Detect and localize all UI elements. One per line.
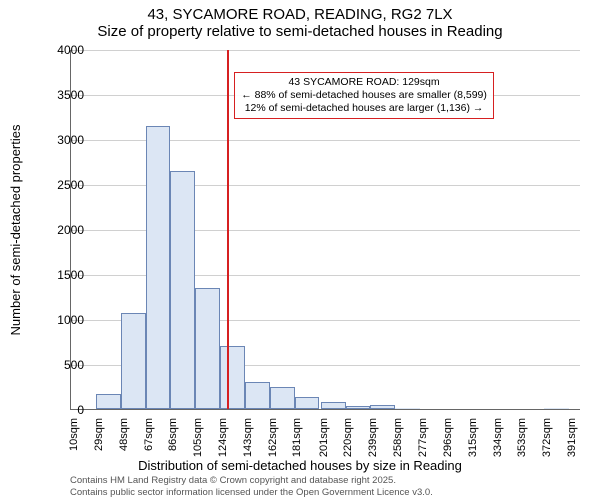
x-tick-label: 372sqm (541, 418, 553, 457)
title-line-2: Size of property relative to semi-detach… (0, 23, 600, 40)
histogram-bar (195, 288, 220, 410)
x-tick-label: 220sqm (343, 418, 355, 457)
title-line-1: 43, SYCAMORE ROAD, READING, RG2 7LX (0, 6, 600, 23)
histogram-bar (96, 394, 121, 409)
histogram-bar (321, 402, 346, 409)
x-tick-label: 391sqm (566, 418, 578, 457)
x-axis-label: Distribution of semi-detached houses by … (0, 458, 600, 473)
attribution-footer: Contains HM Land Registry data © Crown c… (70, 475, 433, 498)
x-tick-label: 67sqm (143, 418, 155, 451)
x-tick-label: 105sqm (192, 418, 204, 457)
histogram-bar (295, 397, 320, 409)
histogram-bar (270, 387, 295, 410)
annotation-line: 12% of semi-detached houses are larger (… (241, 102, 487, 115)
x-tick-label: 258sqm (392, 418, 404, 457)
x-tick-label: 277sqm (417, 418, 429, 457)
x-tick-label: 29sqm (93, 418, 105, 451)
annotation-line: 43 SYCAMORE ROAD: 129sqm (241, 76, 487, 89)
x-tick-label: 315sqm (467, 418, 479, 457)
x-tick-label: 162sqm (267, 418, 279, 457)
x-tick-label: 353sqm (517, 418, 529, 457)
histogram-bar (220, 346, 245, 409)
y-tick-label: 500 (24, 358, 84, 372)
x-tick-label: 296sqm (442, 418, 454, 457)
y-tick-label: 1500 (24, 268, 84, 282)
y-tick-label: 4000 (24, 43, 84, 57)
annotation-box: 43 SYCAMORE ROAD: 129sqm← 88% of semi-de… (234, 72, 494, 119)
x-tick-label: 124sqm (217, 418, 229, 457)
y-tick-label: 3000 (24, 133, 84, 147)
y-tick-label: 1000 (24, 313, 84, 327)
x-tick-label: 48sqm (118, 418, 130, 451)
property-marker-line (227, 50, 229, 409)
histogram-bar (544, 408, 569, 409)
y-tick-label: 2000 (24, 223, 84, 237)
histogram-bar (346, 406, 371, 409)
x-tick-label: 10sqm (68, 418, 80, 451)
plot-area: 43 SYCAMORE ROAD: 129sqm← 88% of semi-de… (70, 50, 580, 410)
x-tick-label: 143sqm (242, 418, 254, 457)
chart-title-block: 43, SYCAMORE ROAD, READING, RG2 7LX Size… (0, 6, 600, 40)
y-axis-label: Number of semi-detached properties (8, 125, 23, 336)
histogram-bar (395, 408, 420, 409)
y-tick-label: 3500 (24, 88, 84, 102)
histogram-bar (121, 313, 146, 409)
annotation-line: ← 88% of semi-detached houses are smalle… (241, 89, 487, 102)
footer-line-1: Contains HM Land Registry data © Crown c… (70, 475, 433, 486)
x-tick-label: 201sqm (318, 418, 330, 457)
x-tick-label: 181sqm (292, 418, 304, 457)
y-tick-label: 2500 (24, 178, 84, 192)
histogram-bar (245, 382, 270, 409)
histogram-bar (146, 126, 171, 410)
x-tick-label: 334sqm (492, 418, 504, 457)
histogram-bar (370, 405, 395, 409)
x-tick-label: 86sqm (167, 418, 179, 451)
footer-line-2: Contains public sector information licen… (70, 487, 433, 498)
histogram-bar (170, 171, 195, 409)
x-tick-label: 239sqm (367, 418, 379, 457)
